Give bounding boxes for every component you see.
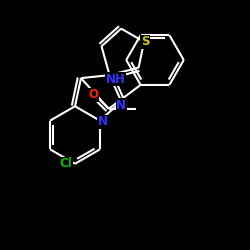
Text: N: N <box>98 115 108 128</box>
Text: N: N <box>116 99 126 112</box>
Text: Cl: Cl <box>60 157 72 170</box>
Text: S: S <box>141 35 150 48</box>
Text: O: O <box>89 88 99 102</box>
Text: NH: NH <box>106 72 126 86</box>
